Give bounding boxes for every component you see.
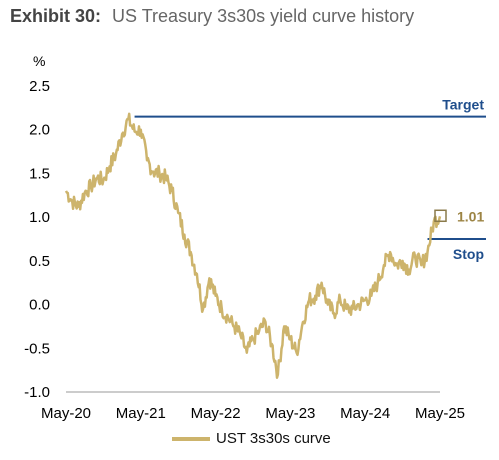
y-tick-label: -0.5	[24, 340, 50, 357]
y-tick-label: 0.0	[29, 297, 50, 314]
ust-3s30s-series-line	[64, 112, 442, 379]
legend-label: UST 3s30s curve	[216, 430, 331, 447]
x-tick-label: May-25	[415, 405, 465, 422]
chart-title: Exhibit 30: US Treasury 3s30s yield curv…	[10, 6, 414, 27]
legend: UST 3s30s curve	[172, 430, 331, 447]
y-tick-label: 0.5	[29, 253, 50, 270]
y-tick-label: 2.0	[29, 122, 50, 139]
x-tick-label: May-20	[41, 405, 91, 422]
target-label: Target	[442, 97, 484, 113]
y-tick-label: 1.5	[29, 165, 50, 182]
title-text: US Treasury 3s30s yield curve history	[112, 6, 415, 26]
legend-swatch	[172, 436, 210, 441]
x-tick-label: May-23	[265, 405, 315, 422]
stop-label: Stop	[453, 246, 484, 262]
x-tick-label: May-21	[116, 405, 166, 422]
y-axis-unit-label: %	[33, 53, 45, 69]
exhibit-label: Exhibit 30:	[10, 6, 102, 26]
last-value-label: 1.01	[457, 208, 484, 224]
x-tick-label: May-22	[191, 405, 241, 422]
y-tick-label: -1.0	[24, 384, 50, 401]
x-tick-label: May-24	[340, 405, 390, 422]
y-tick-label: 2.5	[29, 78, 50, 95]
last-value-marker	[434, 209, 447, 223]
y-tick-label: 1.0	[29, 209, 50, 226]
